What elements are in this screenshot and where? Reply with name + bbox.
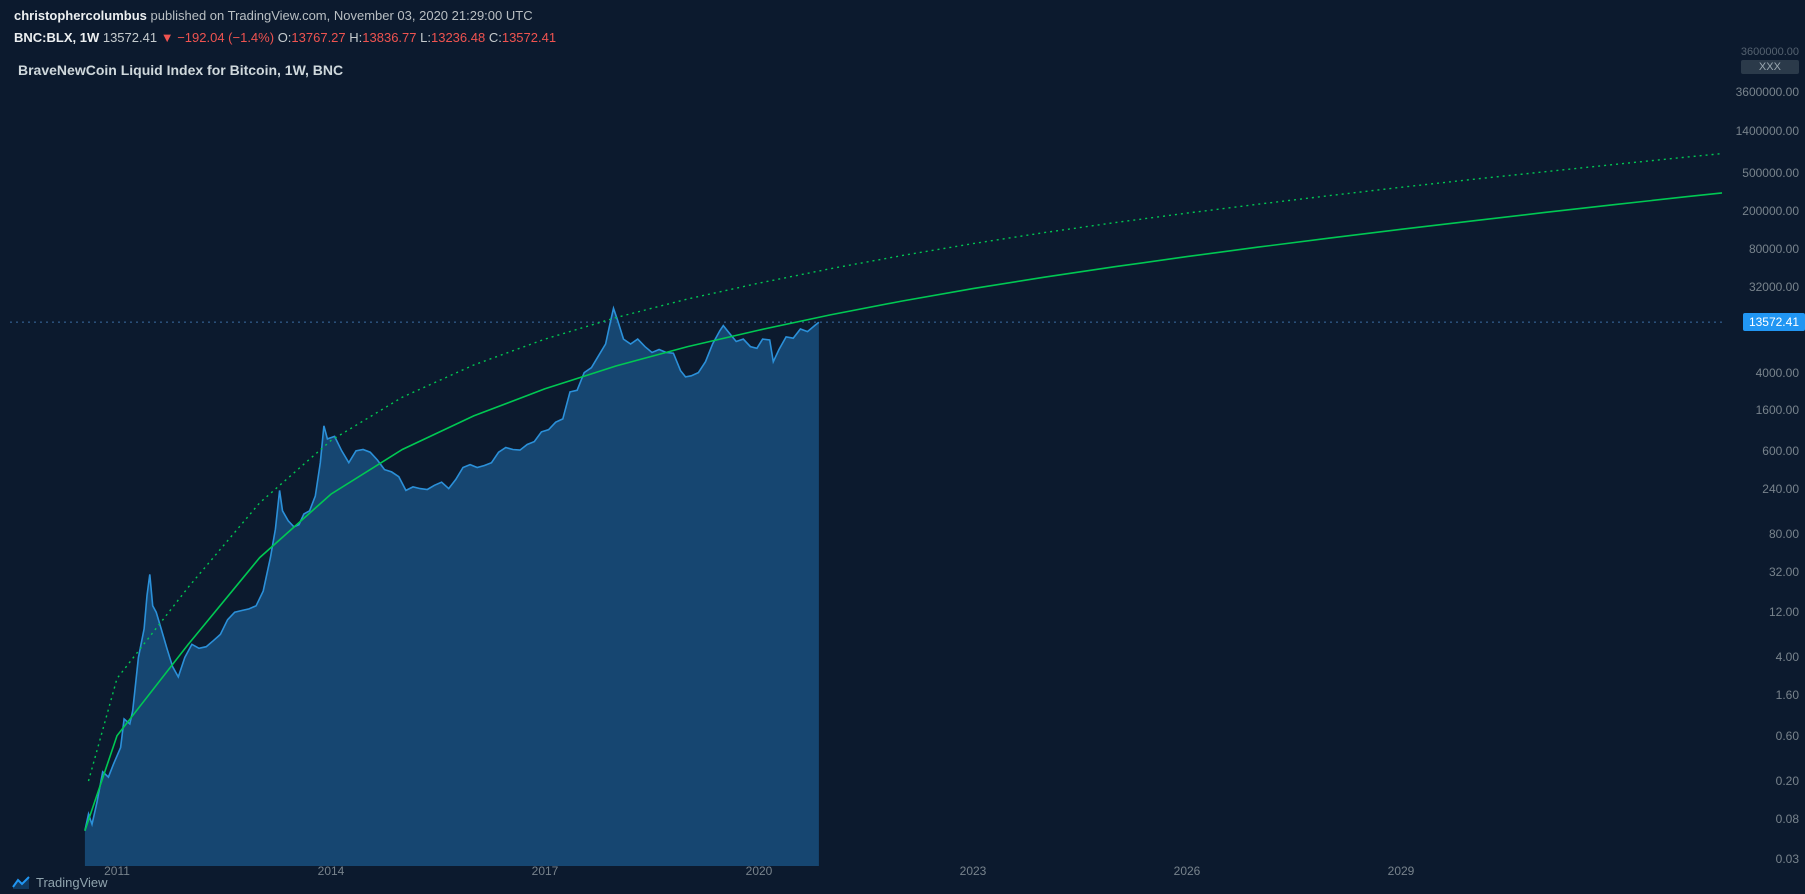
high-label: H: (349, 30, 362, 45)
low-label: L: (420, 30, 431, 45)
xaxis-tick: 2014 (318, 864, 345, 878)
yaxis-tick: 1400000.00 (1736, 124, 1799, 138)
close-label: C: (489, 30, 502, 45)
open-value: 13767.27 (291, 30, 345, 45)
yaxis-tick: 80.00 (1769, 527, 1799, 541)
yaxis-tick: 4.00 (1776, 650, 1799, 664)
ohlc-bar: BNC:BLX, 1W 13572.41 ▼ −192.04 (−1.4%) O… (14, 30, 556, 45)
yaxis-tick: 0.03 (1776, 852, 1799, 866)
yaxis-tick: 1.60 (1776, 688, 1799, 702)
yaxis-tick: 4000.00 (1756, 366, 1799, 380)
yaxis-tick: 240.00 (1762, 482, 1799, 496)
yaxis-tick: 32.00 (1769, 565, 1799, 579)
change-value: −192.04 (−1.4%) (177, 30, 274, 45)
yaxis-tick: 0.08 (1776, 812, 1799, 826)
yaxis-tick: 500000.00 (1742, 166, 1799, 180)
xaxis-tick: 2017 (532, 864, 559, 878)
close-value: 13572.41 (502, 30, 556, 45)
change-arrow-icon: ▼ (161, 30, 174, 45)
yaxis-tick: 0.60 (1776, 729, 1799, 743)
price-tag: 13572.41 (1743, 313, 1805, 331)
publish-meta: published on TradingView.com, November 0… (147, 8, 533, 23)
yaxis-tick: 3600000.00 (1736, 85, 1799, 99)
xaxis-tick: 2020 (746, 864, 773, 878)
tradingview-watermark: TradingView (12, 875, 108, 890)
yaxis-tick: 32000.00 (1749, 280, 1799, 294)
high-value: 13836.77 (362, 30, 416, 45)
yaxis-tick: 80000.00 (1749, 242, 1799, 256)
last-price: 13572.41 (103, 30, 157, 45)
publish-header: christophercolumbus published on Trading… (14, 8, 533, 23)
open-label: O: (278, 30, 292, 45)
yaxis-tick: 12.00 (1769, 605, 1799, 619)
yaxis-tick: 600.00 (1762, 444, 1799, 458)
yaxis-tick: 1600.00 (1756, 403, 1799, 417)
yaxis-tick: 0.20 (1776, 774, 1799, 788)
xaxis-tick: 2023 (960, 864, 987, 878)
price-chart[interactable] (0, 46, 1805, 866)
xaxis-tick: 2029 (1388, 864, 1415, 878)
tradingview-label: TradingView (36, 875, 108, 890)
yaxis-tick: 200000.00 (1742, 204, 1799, 218)
tradingview-logo-icon (12, 876, 30, 890)
symbol: BNC:BLX, 1W (14, 30, 99, 45)
author-name: christophercolumbus (14, 8, 147, 23)
price-area (85, 308, 819, 866)
low-value: 13236.48 (431, 30, 485, 45)
xaxis-tick: 2026 (1174, 864, 1201, 878)
